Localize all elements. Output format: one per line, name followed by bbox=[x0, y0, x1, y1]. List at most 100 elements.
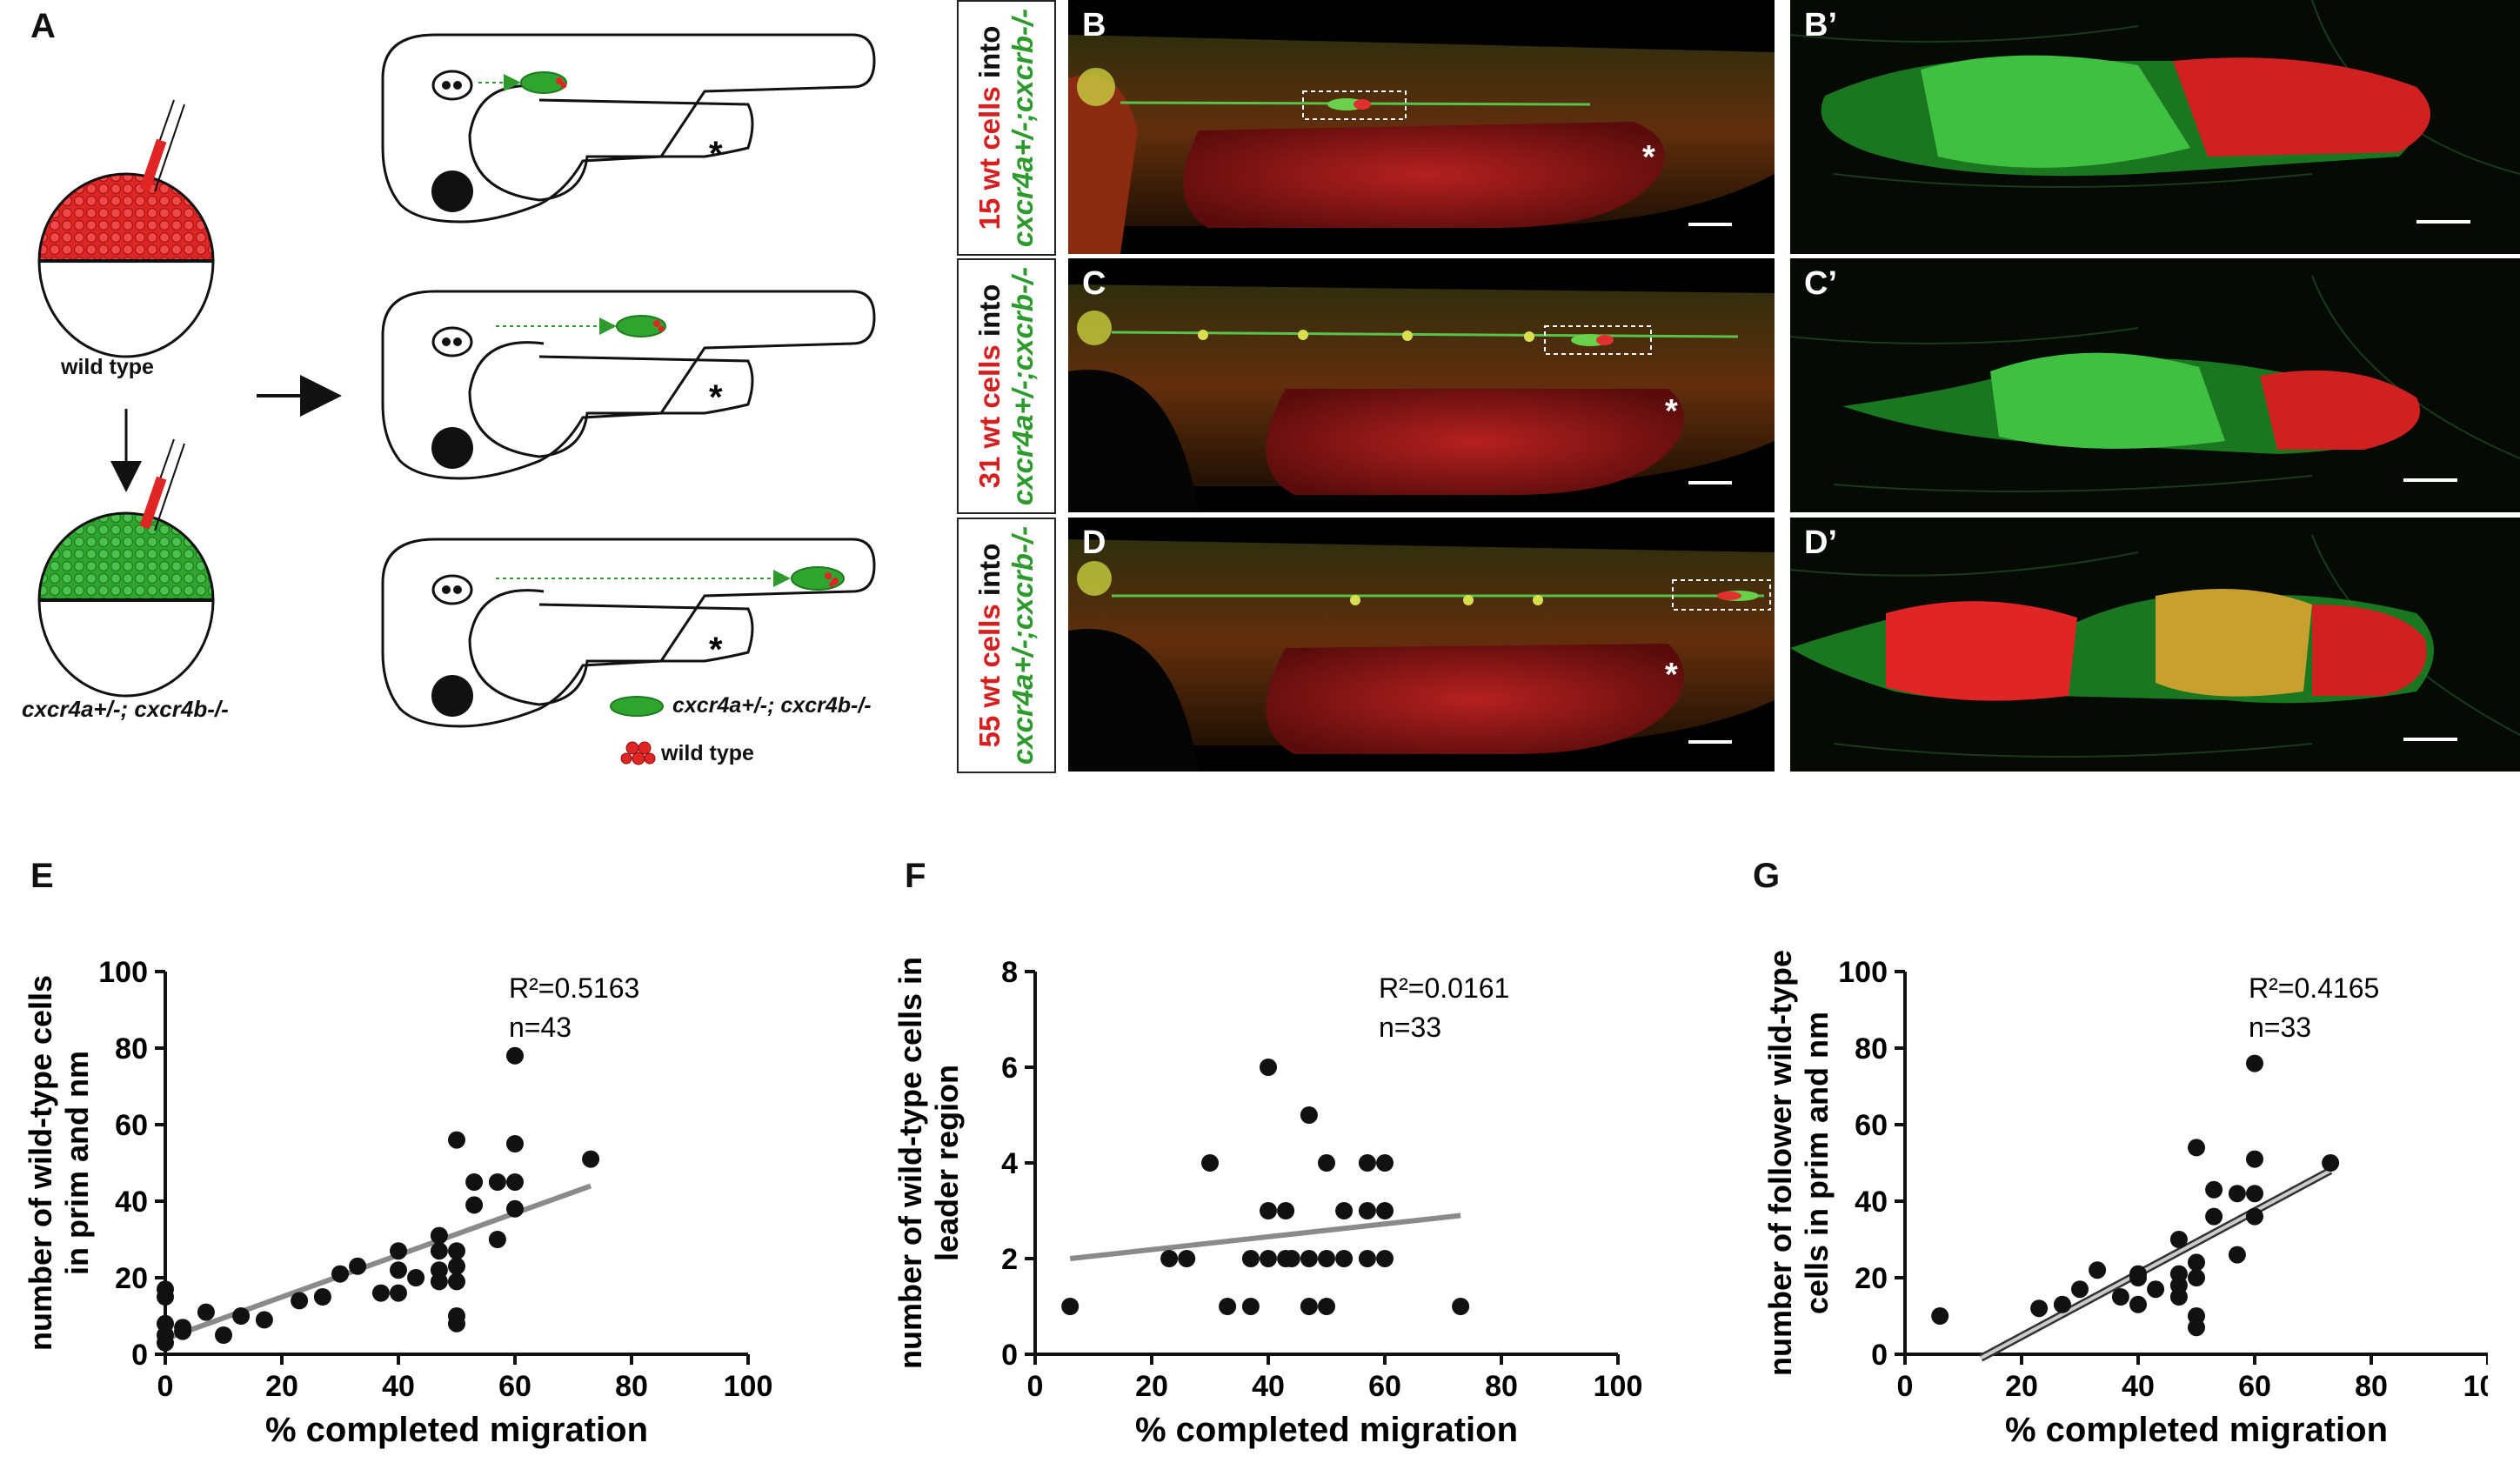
stats-label: R²=0.0161 bbox=[1379, 972, 1509, 1004]
schematic-drawing: * * * bbox=[37, 33, 876, 765]
data-point bbox=[349, 1257, 367, 1275]
x-tick-label: 80 bbox=[615, 1370, 648, 1403]
y-axis-label: in prim and nm bbox=[59, 1051, 95, 1275]
data-point bbox=[331, 1265, 349, 1283]
x-tick-label: 0 bbox=[1897, 1370, 1914, 1403]
y-tick-label: 60 bbox=[1855, 1109, 1888, 1142]
data-point bbox=[488, 1231, 506, 1248]
x-tick-label: 40 bbox=[1252, 1370, 1285, 1403]
data-point bbox=[1318, 1298, 1335, 1315]
panel-label-d-prime: D’ bbox=[1804, 524, 1837, 561]
data-point bbox=[2129, 1295, 2147, 1313]
data-point bbox=[215, 1326, 232, 1344]
data-point bbox=[2129, 1269, 2147, 1286]
data-point bbox=[448, 1131, 465, 1149]
data-point bbox=[1160, 1250, 1179, 1267]
lateral-line-asterisk-c: * bbox=[1665, 393, 1678, 430]
data-point bbox=[430, 1273, 448, 1291]
data-point bbox=[1318, 1154, 1335, 1172]
data-point bbox=[1277, 1202, 1295, 1219]
data-point bbox=[2228, 1246, 2246, 1264]
data-point bbox=[430, 1226, 448, 1245]
data-point bbox=[2188, 1319, 2205, 1337]
panel-label-d: D bbox=[1082, 524, 1106, 561]
data-point bbox=[465, 1173, 484, 1191]
data-point bbox=[2169, 1288, 2188, 1306]
wildtype-legend-glyph bbox=[620, 741, 656, 765]
data-point bbox=[1931, 1307, 1949, 1325]
y-tick-label: 0 bbox=[131, 1339, 148, 1372]
y-tick-label: 40 bbox=[1855, 1186, 1888, 1219]
x-tick-label: 60 bbox=[498, 1370, 531, 1403]
scatter-chart-f: 0 20 40 60 80 100 0 2 4 6 8 % completed migration nu… bbox=[892, 956, 1642, 1449]
data-point bbox=[506, 1135, 524, 1152]
data-point bbox=[1300, 1250, 1318, 1267]
data-point bbox=[2188, 1139, 2205, 1157]
y-tick-label: 8 bbox=[1001, 956, 1018, 989]
scatter-chart-e: 0 20 40 60 80 100 0 20 40 60 80 100 % completed migr… bbox=[23, 956, 773, 1449]
data-point bbox=[2053, 1295, 2071, 1313]
x-tick-label: 20 bbox=[1135, 1370, 1168, 1403]
data-point bbox=[232, 1307, 251, 1325]
data-point bbox=[2246, 1185, 2263, 1203]
data-point bbox=[390, 1242, 407, 1260]
data-point bbox=[1358, 1250, 1376, 1267]
stats-label: n=33 bbox=[1379, 1012, 1441, 1043]
data-point bbox=[582, 1150, 600, 1168]
data-point bbox=[2188, 1269, 2205, 1286]
data-point bbox=[448, 1242, 465, 1260]
x-tick-label: 20 bbox=[265, 1370, 298, 1403]
data-point bbox=[1452, 1298, 1470, 1315]
data-point bbox=[1358, 1202, 1376, 1219]
y-tick-label: 20 bbox=[1855, 1262, 1888, 1295]
stats-label: R²=0.5163 bbox=[509, 972, 639, 1004]
y-tick-label: 100 bbox=[98, 956, 148, 989]
legend-mutant-label: cxcr4a+/-; cxcr4b-/- bbox=[672, 693, 872, 718]
data-point bbox=[1241, 1250, 1260, 1267]
data-point bbox=[506, 1199, 524, 1218]
data-point bbox=[1061, 1298, 1080, 1315]
trendline bbox=[1980, 1169, 2332, 1360]
data-point bbox=[390, 1284, 407, 1302]
panel-label-f: F bbox=[905, 857, 926, 895]
x-tick-label: 20 bbox=[2005, 1370, 2038, 1403]
x-tick-label: 100 bbox=[724, 1370, 773, 1403]
x-axis-label: % completed migration bbox=[265, 1411, 648, 1449]
data-point bbox=[1376, 1202, 1394, 1219]
y-tick-label: 40 bbox=[115, 1186, 148, 1219]
data-point bbox=[1260, 1059, 1277, 1076]
data-point bbox=[2246, 1207, 2263, 1226]
data-point bbox=[1335, 1202, 1354, 1219]
panel-label-c-prime: C’ bbox=[1804, 265, 1837, 302]
side-label-d: 55 wt cells into cxcr4a+/-;cxcrb-/- bbox=[957, 518, 1056, 773]
y-axis-label: leader region bbox=[929, 1065, 965, 1261]
stats-label: n=43 bbox=[509, 1012, 572, 1043]
x-tick-label: 40 bbox=[2122, 1370, 2155, 1403]
asterisk-1: * bbox=[709, 135, 723, 173]
data-point bbox=[1219, 1298, 1237, 1315]
y-axis-label: number of wild-type cells in bbox=[892, 957, 928, 1369]
y-tick-label: 4 bbox=[1001, 1147, 1018, 1180]
data-point bbox=[2205, 1180, 2223, 1199]
trendline bbox=[164, 1183, 592, 1342]
micrograph-b: B * bbox=[1068, 0, 1775, 254]
larva-2 bbox=[381, 290, 876, 480]
data-point bbox=[2246, 1150, 2263, 1168]
data-point bbox=[1300, 1298, 1318, 1315]
data-point bbox=[157, 1288, 174, 1306]
x-tick-label: 100 bbox=[2463, 1370, 2488, 1403]
x-tick-label: 80 bbox=[1485, 1370, 1518, 1403]
host-embryo bbox=[37, 438, 215, 698]
micrograph-d-prime: D’ bbox=[1790, 518, 2520, 772]
data-point bbox=[1260, 1250, 1277, 1267]
donor-label: wild type bbox=[61, 355, 154, 379]
side-label-c: 31 wt cells into cxcr4a+/-;cxcrb-/- bbox=[957, 258, 1056, 514]
micrograph-c: C * bbox=[1068, 258, 1775, 512]
trendline bbox=[1069, 1212, 1461, 1261]
panel-label-c: C bbox=[1082, 265, 1106, 302]
data-point bbox=[1335, 1250, 1354, 1267]
micrograph-d: D * bbox=[1068, 518, 1775, 772]
data-point bbox=[506, 1046, 524, 1065]
data-point bbox=[1260, 1202, 1277, 1219]
data-point bbox=[1201, 1154, 1219, 1172]
